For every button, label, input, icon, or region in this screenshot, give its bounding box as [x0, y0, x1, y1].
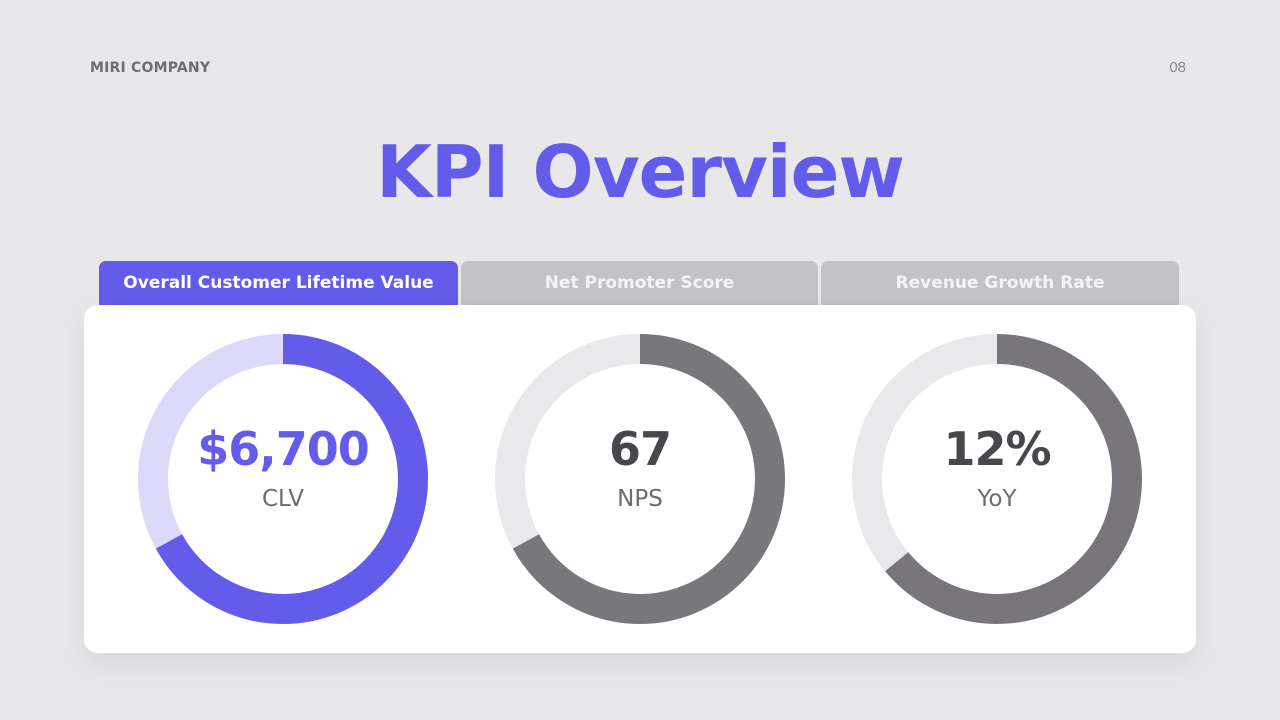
page-number: 08 — [1169, 59, 1186, 76]
kpi-value: $6,700 — [197, 422, 370, 476]
donut-chart-nps — [495, 334, 785, 624]
tab-net-promoter-score[interactable]: Net Promoter Score — [461, 261, 818, 305]
kpi-donut-clv: $6,700 CLV — [137, 333, 429, 625]
kpi-card: $6,700 CLV 67 NPS 12% YoY — [84, 305, 1196, 653]
donut-chart-yoy — [852, 334, 1142, 624]
kpi-donut-yoy: 12% YoY — [851, 333, 1143, 625]
donut-fill — [495, 334, 785, 624]
kpi-donut-nps: 67 NPS — [494, 333, 786, 625]
tab-customer-lifetime-value[interactable]: Overall Customer Lifetime Value — [99, 261, 458, 305]
donut-chart-clv — [138, 334, 428, 624]
kpi-label: NPS — [617, 486, 663, 512]
kpi-value: 67 — [608, 422, 672, 476]
kpi-label: CLV — [261, 486, 305, 512]
kpi-value: 12% — [943, 422, 1051, 476]
kpi-label: YoY — [977, 486, 1017, 512]
tab-revenue-growth-rate[interactable]: Revenue Growth Rate — [821, 261, 1179, 305]
donut-fill — [852, 334, 1142, 624]
company-name: MIRI COMPANY — [90, 60, 211, 76]
kpi-tabs: Overall Customer Lifetime Value Net Prom… — [99, 261, 1179, 305]
donut-fill — [138, 334, 428, 624]
page-title: KPI Overview — [376, 130, 905, 214]
